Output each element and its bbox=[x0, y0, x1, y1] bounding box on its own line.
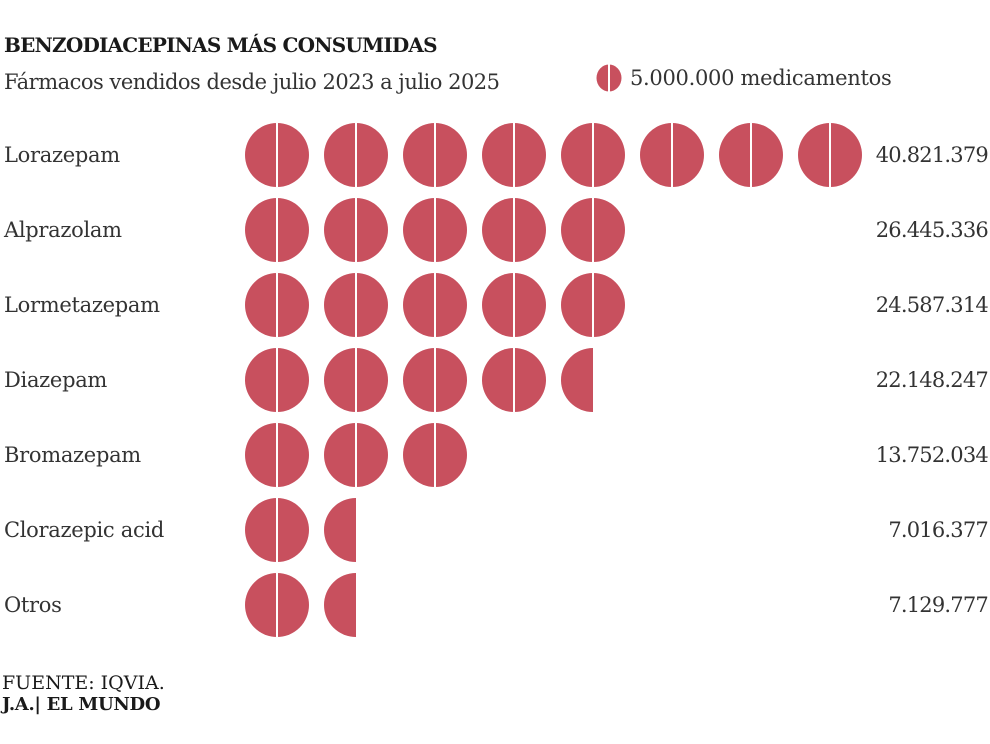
pill-icon bbox=[561, 123, 625, 187]
pill-icon bbox=[482, 123, 546, 187]
pill-icon bbox=[245, 423, 309, 487]
half-pill-icon bbox=[561, 348, 593, 412]
pill-icon bbox=[640, 123, 704, 187]
row-value: 7.016.377 bbox=[888, 518, 988, 542]
row-label: Lormetazepam bbox=[4, 293, 160, 317]
row-value: 26.445.336 bbox=[875, 218, 989, 242]
pill-icon bbox=[245, 273, 309, 337]
pill-icon bbox=[719, 123, 783, 187]
row-label: Diazepam bbox=[4, 368, 108, 392]
pill-icon bbox=[482, 273, 546, 337]
credit: J.A.| EL MUNDO bbox=[2, 694, 161, 715]
pill-icon bbox=[245, 198, 309, 262]
legend: 5.000.000 medicamentos bbox=[596, 64, 892, 92]
row-label: Alprazolam bbox=[4, 218, 122, 242]
pill-icon bbox=[798, 123, 862, 187]
half-pill-icon bbox=[324, 498, 356, 562]
legend-pill-icon bbox=[596, 64, 622, 92]
row-value: 7.129.777 bbox=[888, 593, 988, 617]
row-label: Bromazepam bbox=[4, 443, 141, 467]
source-note: FUENTE: IQVIA. bbox=[2, 672, 165, 694]
row-label: Clorazepic acid bbox=[4, 518, 165, 542]
pill-icon bbox=[403, 423, 467, 487]
pill-icon bbox=[324, 423, 388, 487]
row-label: Otros bbox=[4, 593, 62, 617]
chart-subtitle: Fármacos vendidos desde julio 2023 a jul… bbox=[4, 70, 500, 94]
row-value: 13.752.034 bbox=[875, 443, 989, 467]
pill-icon bbox=[403, 198, 467, 262]
pill-icon bbox=[245, 498, 309, 562]
pill-icon bbox=[403, 348, 467, 412]
row-value: 40.821.379 bbox=[875, 143, 989, 167]
pill-icon bbox=[403, 123, 467, 187]
pill-icon bbox=[324, 198, 388, 262]
pill-icon bbox=[482, 198, 546, 262]
pill-icon bbox=[324, 348, 388, 412]
pill-icon bbox=[245, 123, 309, 187]
half-pill-icon bbox=[324, 573, 356, 637]
row-label: Lorazepam bbox=[4, 143, 120, 167]
pill-icon bbox=[403, 273, 467, 337]
pill-icon bbox=[324, 273, 388, 337]
pill-icon bbox=[561, 273, 625, 337]
pill-icon bbox=[561, 198, 625, 262]
row-value: 22.148.247 bbox=[875, 368, 989, 392]
pill-icon bbox=[482, 348, 546, 412]
legend-label: 5.000.000 medicamentos bbox=[630, 66, 892, 90]
row-value: 24.587.314 bbox=[875, 293, 989, 317]
chart-title: BENZODIACEPINAS MÁS CONSUMIDAS bbox=[4, 33, 438, 57]
pill-icon bbox=[324, 123, 388, 187]
pill-icon bbox=[245, 573, 309, 637]
pill-icon bbox=[245, 348, 309, 412]
